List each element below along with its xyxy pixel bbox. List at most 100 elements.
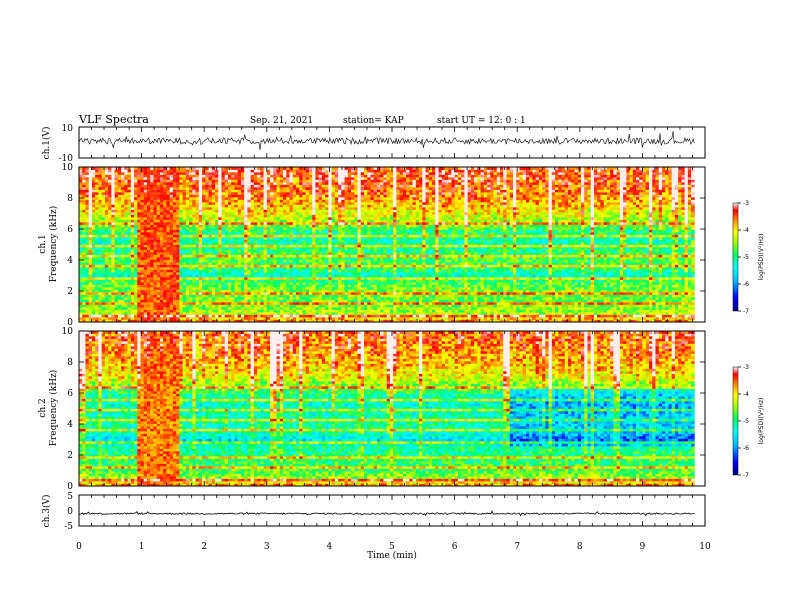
spectrogram-cell bbox=[289, 252, 294, 255]
spectrogram-cell bbox=[231, 257, 235, 260]
spectrogram-cell bbox=[244, 267, 248, 270]
spectrogram-cell bbox=[85, 304, 90, 308]
spectrogram-cell bbox=[147, 284, 151, 288]
spectrogram-cell bbox=[195, 167, 200, 170]
spectrogram-cell bbox=[140, 259, 145, 263]
spectrogram-cell bbox=[305, 209, 310, 213]
spectrogram-cell bbox=[234, 244, 239, 248]
spectrogram-cell bbox=[283, 274, 287, 278]
spectrogram-cell bbox=[276, 299, 281, 303]
spectrogram-cell bbox=[263, 299, 268, 303]
spectrogram-cell bbox=[91, 297, 96, 300]
spectrogram-cell bbox=[221, 312, 226, 315]
spectrogram-cell bbox=[172, 267, 177, 270]
spectrogram-cell bbox=[124, 172, 128, 175]
spectrogram-cell bbox=[231, 297, 235, 300]
spectrogram-cell bbox=[211, 229, 216, 233]
spectrogram-cell bbox=[192, 179, 196, 183]
spectrogram-cell bbox=[134, 237, 138, 240]
spectrogram-cell bbox=[104, 239, 109, 243]
spectrogram-cell bbox=[172, 317, 177, 320]
spectrogram-cell bbox=[295, 259, 300, 263]
spectrogram-cell bbox=[211, 244, 216, 248]
spectrogram-cell bbox=[124, 207, 128, 210]
spectrogram-cell bbox=[266, 214, 271, 218]
spectrogram-cell bbox=[166, 214, 171, 218]
spectrogram-cell bbox=[211, 264, 216, 268]
spectrogram-cell bbox=[127, 242, 132, 245]
spectrogram-cell bbox=[179, 277, 183, 280]
spectrogram-cell bbox=[283, 289, 287, 293]
spectrogram-cell bbox=[308, 239, 313, 243]
spectrogram-cell bbox=[237, 282, 242, 285]
spectrogram-cell bbox=[328, 279, 332, 283]
spectrogram-cell bbox=[299, 219, 303, 223]
spectrogram-cell bbox=[338, 319, 342, 323]
spectrogram-cell bbox=[244, 277, 248, 280]
spectrogram-cell bbox=[169, 289, 174, 293]
spectrogram-cell bbox=[302, 169, 307, 173]
spectrogram-cell bbox=[176, 207, 180, 210]
spectrogram-cell bbox=[195, 314, 200, 318]
spectrogram-cell bbox=[257, 269, 261, 273]
spectrogram-cell bbox=[273, 242, 277, 245]
spectrogram-cell bbox=[250, 194, 255, 198]
spectrogram-cell bbox=[224, 217, 229, 220]
spectrogram-cell bbox=[244, 222, 248, 225]
spectrogram-cell bbox=[137, 187, 141, 190]
ch1-ytick-top: 10 bbox=[62, 124, 74, 134]
spectrogram-cell bbox=[108, 172, 112, 175]
spectrogram-cell bbox=[121, 249, 125, 253]
spectrogram-cell bbox=[82, 252, 86, 255]
spectrogram-cell bbox=[121, 219, 125, 223]
spectrogram-cell bbox=[169, 242, 174, 245]
spectrogram-cell bbox=[159, 172, 164, 175]
spectrogram-cell bbox=[134, 312, 138, 315]
spectrogram-cell bbox=[283, 257, 287, 260]
spectrogram-cell bbox=[227, 204, 232, 208]
spectrogram-cell bbox=[195, 312, 200, 315]
spectrogram-cell bbox=[308, 242, 313, 245]
spectrogram-cell bbox=[172, 167, 177, 170]
spectrogram-cell bbox=[318, 202, 323, 205]
spectrogram-cell bbox=[202, 304, 206, 308]
spectrogram-cell bbox=[283, 177, 287, 180]
spectrogram-cell bbox=[318, 299, 323, 303]
spectrogram-cell bbox=[266, 272, 271, 275]
spectrogram-cell bbox=[312, 297, 316, 300]
spectrogram-cell bbox=[137, 272, 141, 275]
spectrogram-cell bbox=[166, 262, 171, 265]
spectrogram-cell bbox=[163, 239, 167, 243]
spectrogram-cell bbox=[104, 267, 109, 270]
spectrogram-cell bbox=[101, 237, 106, 240]
spectrogram-cell bbox=[166, 229, 171, 233]
spectrogram-cell bbox=[166, 302, 171, 305]
spectrogram-cell bbox=[182, 224, 187, 228]
spectrogram-cell bbox=[308, 302, 313, 305]
spectrogram-cell bbox=[234, 209, 239, 213]
spectrogram-cell bbox=[166, 202, 171, 205]
spectrogram-cell bbox=[130, 287, 135, 290]
spectrogram-cell bbox=[159, 317, 164, 320]
spectrogram-cell bbox=[137, 254, 141, 258]
spectrogram-cell bbox=[169, 207, 174, 210]
spectrogram-cell bbox=[231, 282, 235, 285]
spectrogram-cell bbox=[163, 242, 167, 245]
spectrogram-cell bbox=[198, 264, 203, 268]
spectrogram-cell bbox=[104, 294, 109, 298]
spectrogram-cell bbox=[305, 224, 310, 228]
spectrogram-cell bbox=[169, 217, 174, 220]
spectrogram-cell bbox=[205, 244, 209, 248]
spectrogram-cell bbox=[215, 177, 219, 180]
spectrogram-cell bbox=[266, 319, 271, 323]
spectrogram-cell bbox=[334, 224, 339, 228]
spectrogram-cell bbox=[91, 314, 96, 318]
spectrogram-cell bbox=[331, 284, 336, 288]
spectrogram-cell bbox=[221, 242, 226, 245]
spectrogram-cell bbox=[134, 304, 138, 308]
spectrogram-cell bbox=[163, 167, 167, 170]
spectrogram-cell bbox=[172, 197, 177, 200]
spectrogram-cell bbox=[79, 309, 83, 313]
spectrogram-cell bbox=[270, 239, 274, 243]
spectrogram-cell bbox=[104, 269, 109, 273]
